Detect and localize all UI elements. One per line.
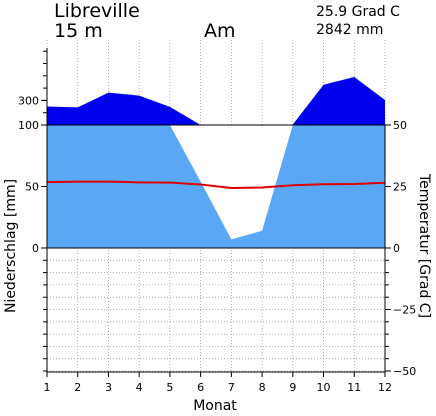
station-name: Libreville — [54, 0, 140, 22]
y-axis-label-left: Niederschlag [mm] — [3, 179, 19, 313]
x-tick-label: 10 — [317, 381, 331, 394]
left-tick-label: 50 — [25, 181, 39, 194]
y-axis-label-right: Temperatur [Grad C] — [416, 173, 432, 318]
right-tick-label: 0 — [393, 242, 400, 255]
x-tick-label: 3 — [105, 381, 112, 394]
x-tick-label: 12 — [378, 381, 392, 394]
right-tick-label: −25 — [393, 304, 416, 317]
x-tick-label: 1 — [44, 381, 51, 394]
x-tick-label: 4 — [136, 381, 143, 394]
left-tick-label: 0 — [32, 242, 39, 255]
annual-precipitation-total: 2842 mm — [316, 22, 384, 38]
left-tick-label: 300 — [18, 94, 39, 107]
x-tick-label: 5 — [166, 381, 173, 394]
right-tick-label: 50 — [393, 119, 407, 132]
wet-excess-area — [47, 77, 385, 125]
temperature-line — [46, 180, 386, 189]
precipitation-areas — [47, 77, 385, 248]
arid-gap — [47, 125, 385, 240]
left-tick-label: 100 — [18, 119, 39, 132]
x-axis-label: Monat — [193, 398, 237, 414]
right-tick-label: 25 — [393, 181, 407, 194]
station-elevation: 15 m — [54, 20, 103, 42]
x-tick-label: 8 — [259, 381, 266, 394]
right-tick-label: −50 — [393, 365, 416, 378]
x-tick-label: 2 — [74, 381, 81, 394]
x-tick-label: 7 — [228, 381, 235, 394]
x-tick-label: 9 — [289, 381, 296, 394]
temperature-series — [46, 180, 386, 189]
annual-mean-temperature: 25.9 Grad C — [316, 4, 400, 20]
x-tick-label: 6 — [197, 381, 204, 394]
x-tick-label: 11 — [347, 381, 361, 394]
climate-class: Am — [204, 20, 236, 42]
